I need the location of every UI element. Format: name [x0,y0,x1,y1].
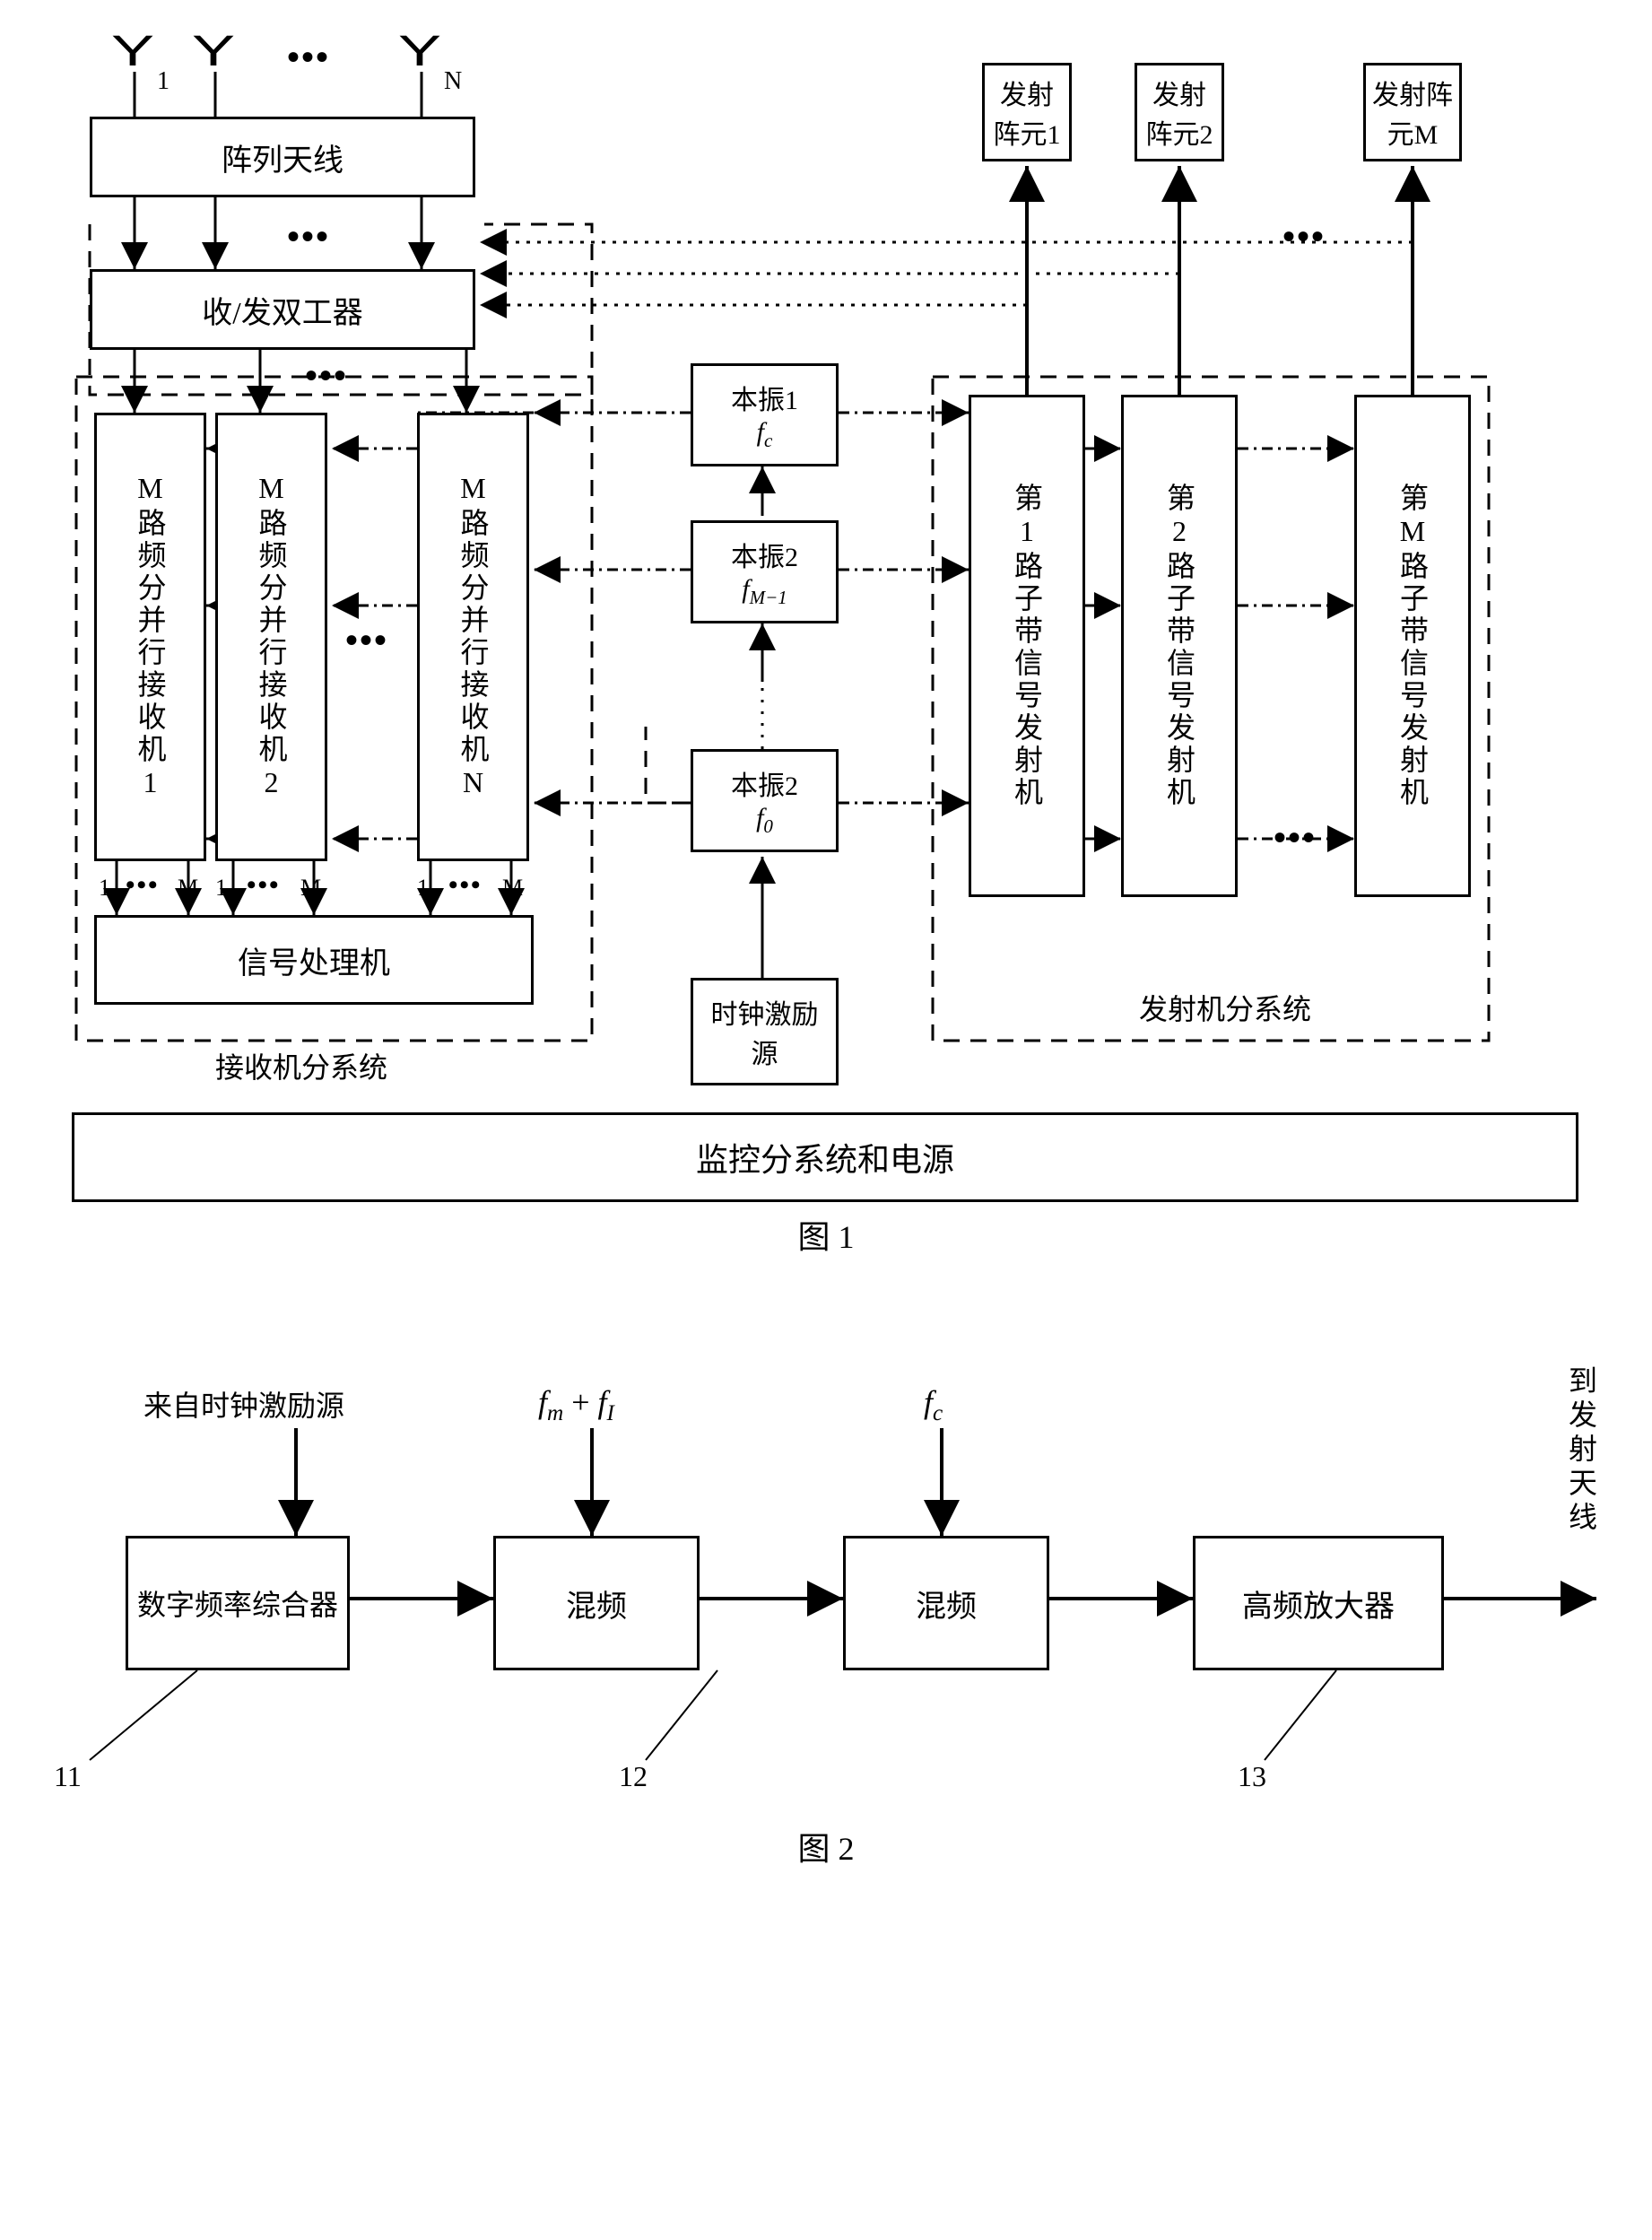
mix2-box: 混频 [843,1536,1049,1670]
tx-box-1: 第1路子带信号发射机 [969,395,1085,897]
rx-footer-m: M [178,875,198,902]
lo2b-formula: f0 [756,803,773,838]
rx-footer-mc: M [502,875,523,902]
ellipsis-icon: ••• [247,870,281,901]
rx-box-1: M路频分并行接收机1 [94,413,206,861]
ref-11: 11 [54,1760,82,1793]
mix1-input-label: fm + fI [538,1383,614,1426]
mix1-box: 混频 [493,1536,700,1670]
antenna-label-n: N [444,67,462,96]
lo2a-formula: fM−1 [742,574,787,609]
ref-13: 13 [1238,1760,1266,1793]
lo1-label: 本振1 [731,378,798,417]
ellipsis-icon: ••• [1282,215,1326,257]
ellipsis-icon: ••• [126,870,160,901]
ellipsis-icon: ••• [305,354,348,397]
rx-box-n-label: M路频分并行接收机N [453,472,494,802]
tx-box-m-label: 第M路子带信号发射机 [1392,483,1433,809]
tx-elem-m: 发射阵元M [1363,63,1462,161]
clock-src-box: 时钟激励源 [691,978,839,1085]
ellipsis-icon: ••• [345,619,388,661]
tx-box-2: 第2路子带信号发射机 [1121,395,1238,897]
tx-elem-1: 发射阵元1 [982,63,1072,161]
lo1-box: 本振1 fc [691,363,839,466]
output-label: 到发射天线 [1561,1365,1602,1536]
rx-footer-1b: 1 [215,875,227,902]
array-antenna-box: 阵列天线 [90,117,475,197]
ref-12: 12 [619,1760,648,1793]
amp-box: 高频放大器 [1193,1536,1444,1670]
signal-processor-label: 信号处理机 [238,938,390,982]
antenna-label-1: 1 [157,67,170,96]
amp-label: 高频放大器 [1242,1582,1395,1626]
tx-subsystem-label: 发射机分系统 [1139,987,1311,1028]
clock-input-label: 来自时钟激励源 [143,1383,344,1425]
ellipsis-icon: ••• [287,36,330,78]
dds-label: 数字频率综合器 [137,1582,338,1624]
mix2-input-label: fc [924,1383,943,1426]
tx-elem-m-label: 发射阵元M [1370,73,1455,152]
duplexer-label: 收/发双工器 [202,288,362,332]
monitor-label: 监控分系统和电源 [696,1134,954,1181]
dds-box: 数字频率综合器 [126,1536,350,1670]
array-antenna-label: 阵列天线 [222,135,343,179]
tx-box-2-label: 第2路子带信号发射机 [1159,483,1200,809]
ellipsis-icon: ••• [287,215,330,257]
mix2-label: 混频 [916,1582,977,1626]
duplexer-box: 收/发双工器 [90,269,475,350]
rx-box-2: M路频分并行接收机2 [215,413,327,861]
fig1-caption: 图 1 [36,1211,1616,1258]
signal-processor-box: 信号处理机 [94,915,534,1005]
rx-box-1-label: M路频分并行接收机1 [130,472,171,802]
antenna-icon: Y [111,27,154,76]
tx-elem-2-label: 发射阵元2 [1142,73,1217,152]
clock-src-label: 时钟激励源 [698,992,831,1071]
rx-subsystem-label: 接收机分系统 [215,1045,387,1086]
tx-box-m: 第M路子带信号发射机 [1354,395,1471,897]
figure-2: 来自时钟激励源 fm + fI fc 到发射天线 数字频率综合器 混频 混频 高… [36,1347,1616,1796]
rx-footer-1c: 1 [417,875,429,902]
tx-box-1-label: 第1路子带信号发射机 [1006,483,1048,809]
mix1-label: 混频 [566,1582,627,1626]
lo2a-box: 本振2 fM−1 [691,520,839,623]
rx-footer-1: 1 [99,875,110,902]
lo1-formula: fc [757,417,773,452]
figure-1: Y Y ••• Y 1 N 阵列天线 ••• 收/发双工器 ••• M路频分并行… [36,36,1616,1184]
lo2b-label: 本振2 [731,763,798,803]
ellipsis-icon: ••• [1274,816,1317,859]
antenna-icon: Y [192,27,235,76]
rx-box-n: M路频分并行接收机N [417,413,529,861]
lo2a-label: 本振2 [731,535,798,574]
rx-box-2-label: M路频分并行接收机2 [251,472,292,802]
rx-footer-mb: M [300,875,321,902]
lo2b-box: 本振2 f0 [691,749,839,852]
ellipsis-icon: ••• [448,870,483,901]
monitor-box: 监控分系统和电源 [72,1112,1578,1202]
tx-elem-2: 发射阵元2 [1135,63,1224,161]
antenna-icon: Y [398,27,441,76]
tx-elem-1-label: 发射阵元1 [989,73,1065,152]
fig2-caption: 图 2 [36,1823,1616,1870]
